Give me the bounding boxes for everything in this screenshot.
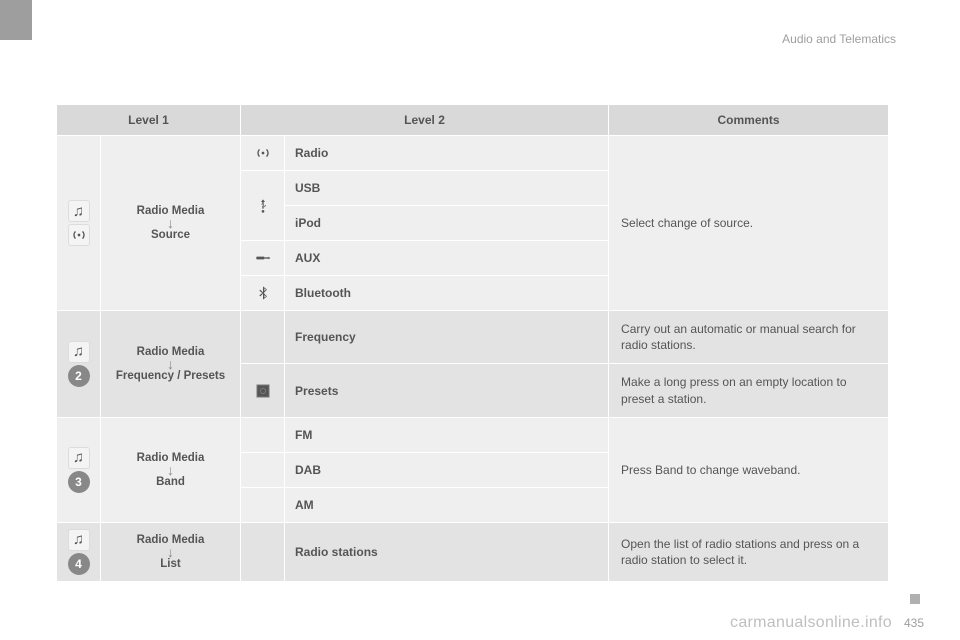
comment-frequency: Carry out an automatic or manual search … — [609, 311, 889, 364]
music-note-icon: ♫ — [68, 447, 90, 469]
col-level2: Level 2 — [241, 105, 609, 136]
l2-radio-stations: Radio stations — [285, 522, 609, 581]
step-chip-3: 3 — [68, 471, 90, 493]
antenna-icon — [241, 136, 285, 171]
comment-list: Open the list of radio stations and pres… — [609, 522, 889, 581]
antenna-icon — [68, 224, 90, 246]
l2-am: AM — [285, 487, 609, 522]
blank-icon — [241, 487, 285, 522]
blank-icon — [241, 522, 285, 581]
col-level1: Level 1 — [57, 105, 241, 136]
page-side-tab — [0, 0, 32, 40]
section-header: Audio and Telematics — [782, 32, 896, 46]
table-row: ♫ 4 Radio Media ↓ List Radio stations Op… — [57, 522, 889, 581]
l1-sub: Source — [151, 229, 190, 241]
table-header-row: Level 1 Level 2 Comments — [57, 105, 889, 136]
step-chip-2: 2 — [68, 365, 90, 387]
l2-radio: Radio — [285, 136, 609, 171]
blank-icon — [241, 452, 285, 487]
level1-icons-freq: ♫ 2 — [57, 311, 101, 418]
comment-band: Press Band to change waveband. — [609, 417, 889, 522]
preset-target-icon — [241, 364, 285, 417]
table-row: ♫ 3 Radio Media ↓ Band FM Press Band to … — [57, 417, 889, 452]
bluetooth-icon — [241, 276, 285, 311]
music-note-icon: ♫ — [68, 529, 90, 551]
manual-page: Audio and Telematics Level 1 Level 2 Com… — [0, 0, 960, 640]
level1-icons-source: ♫ — [57, 136, 101, 311]
music-note-icon: ♫ — [68, 200, 90, 222]
blank-icon — [241, 311, 285, 364]
comment-source: Select change of source. — [609, 136, 889, 311]
down-arrow-icon: ↓ — [167, 360, 174, 368]
l2-aux: AUX — [285, 241, 609, 276]
col-comments: Comments — [609, 105, 889, 136]
table-row: ♫ 2 Radio Media ↓ Frequency / Presets Fr… — [57, 311, 889, 364]
level1-icons-band: ♫ 3 — [57, 417, 101, 522]
blank-icon — [241, 417, 285, 452]
music-note-icon: ♫ — [68, 341, 90, 363]
l2-presets: Presets — [285, 364, 609, 417]
l1-sub: Band — [156, 476, 185, 488]
menu-table: Level 1 Level 2 Comments ♫ — [56, 104, 888, 582]
l2-ipod: iPod — [285, 206, 609, 241]
step-chip-4: 4 — [68, 553, 90, 575]
down-arrow-icon: ↓ — [167, 466, 174, 474]
l2-dab: DAB — [285, 452, 609, 487]
level1-text-source: Radio Media ↓ Source — [101, 136, 241, 311]
comment-presets: Make a long press on an empty location t… — [609, 364, 889, 417]
l2-fm: FM — [285, 417, 609, 452]
l2-frequency: Frequency — [285, 311, 609, 364]
level1-icons-list: ♫ 4 — [57, 522, 101, 581]
page-number: 435 — [904, 616, 924, 630]
l1-sub: List — [160, 558, 180, 570]
page-marker-icon — [910, 594, 920, 604]
l2-bluetooth: Bluetooth — [285, 276, 609, 311]
level1-text-freq: Radio Media ↓ Frequency / Presets — [101, 311, 241, 418]
table-row: ♫ Radio Media ↓ Source — [57, 136, 889, 171]
usb-icon — [241, 171, 285, 241]
level1-text-band: Radio Media ↓ Band — [101, 417, 241, 522]
level1-text-list: Radio Media ↓ List — [101, 522, 241, 581]
aux-jack-icon — [241, 241, 285, 276]
l2-usb: USB — [285, 171, 609, 206]
watermark-text: carmanualsonline.info — [730, 614, 892, 632]
down-arrow-icon: ↓ — [167, 219, 174, 227]
l1-sub: Frequency / Presets — [116, 370, 225, 382]
down-arrow-icon: ↓ — [167, 548, 174, 556]
